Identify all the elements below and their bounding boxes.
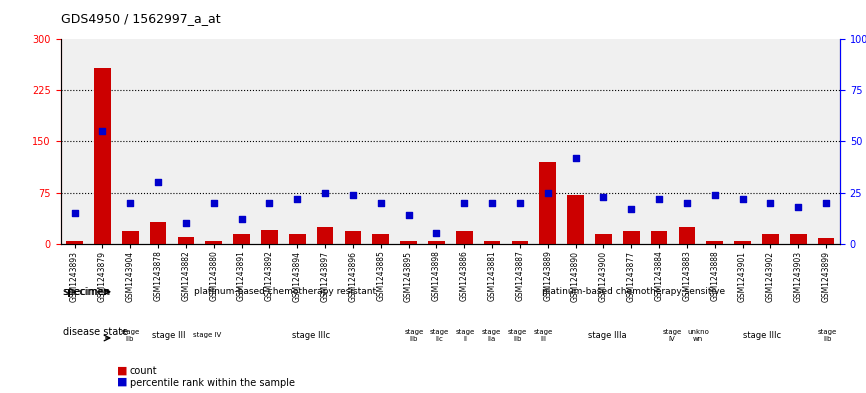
Text: GDS4950 / 1562997_a_at: GDS4950 / 1562997_a_at xyxy=(61,12,220,25)
Point xyxy=(569,155,583,161)
Point xyxy=(207,200,221,206)
Point xyxy=(179,220,193,226)
Text: disease state: disease state xyxy=(63,327,128,338)
Bar xyxy=(734,241,751,244)
Text: stage
IIa: stage IIa xyxy=(481,329,501,342)
Point xyxy=(513,200,527,206)
Bar xyxy=(94,68,111,244)
Bar xyxy=(400,241,417,244)
Text: platinum-based chemotherapy resistant: platinum-based chemotherapy resistant xyxy=(194,287,376,296)
Point xyxy=(68,210,81,216)
Point xyxy=(235,216,249,222)
Bar xyxy=(707,241,723,244)
Bar xyxy=(289,234,306,244)
Text: ■: ■ xyxy=(117,377,127,387)
Text: stage IIIc: stage IIIc xyxy=(292,331,330,340)
Text: count: count xyxy=(130,366,158,376)
Text: stage
II: stage II xyxy=(456,329,475,342)
Text: ■: ■ xyxy=(117,365,127,375)
Bar xyxy=(567,195,584,244)
Text: platinum-based chemotherapy sensitive: platinum-based chemotherapy sensitive xyxy=(542,287,725,296)
Point xyxy=(457,200,471,206)
Bar xyxy=(122,231,139,244)
Point xyxy=(597,193,611,200)
Text: stage IIIc: stage IIIc xyxy=(744,331,782,340)
Point xyxy=(374,200,388,206)
Bar xyxy=(205,241,222,244)
Point xyxy=(735,196,749,202)
Text: stage IIIa: stage IIIa xyxy=(588,331,627,340)
Bar xyxy=(150,222,166,244)
Text: stage
IIb: stage IIb xyxy=(404,329,423,342)
Text: unkno
wn: unkno wn xyxy=(687,329,709,342)
Text: specimen: specimen xyxy=(63,287,111,297)
Bar xyxy=(595,234,611,244)
Text: stage
IIb: stage IIb xyxy=(818,329,837,342)
Bar xyxy=(178,237,194,244)
Text: stage
IIb: stage IIb xyxy=(120,329,139,342)
Bar xyxy=(650,231,668,244)
Point xyxy=(346,191,360,198)
Bar xyxy=(512,241,528,244)
Bar xyxy=(233,234,250,244)
Text: stage
III: stage III xyxy=(533,329,553,342)
Point xyxy=(792,204,805,210)
Point xyxy=(290,196,304,202)
Point xyxy=(402,212,416,218)
Text: stage III: stage III xyxy=(152,331,185,340)
Text: stage IV: stage IV xyxy=(193,332,222,338)
Bar xyxy=(484,241,501,244)
Text: stage
IIc: stage IIc xyxy=(430,329,449,342)
Bar xyxy=(66,241,83,244)
Text: percentile rank within the sample: percentile rank within the sample xyxy=(130,378,295,388)
Bar xyxy=(762,234,779,244)
Bar xyxy=(372,234,389,244)
Bar xyxy=(679,227,695,244)
Point xyxy=(652,196,666,202)
Point xyxy=(485,200,499,206)
Point xyxy=(680,200,694,206)
Bar xyxy=(428,241,445,244)
Point xyxy=(819,200,833,206)
Bar xyxy=(317,227,333,244)
Bar xyxy=(818,238,835,244)
Bar xyxy=(623,231,640,244)
Text: stage
IIb: stage IIb xyxy=(507,329,527,342)
Bar xyxy=(790,234,806,244)
Bar xyxy=(345,231,361,244)
Point xyxy=(95,128,109,134)
Bar xyxy=(456,231,473,244)
Bar xyxy=(261,230,278,244)
Point xyxy=(262,200,276,206)
Point xyxy=(151,179,165,185)
Bar xyxy=(540,162,556,244)
Point xyxy=(624,206,638,212)
Point xyxy=(318,189,332,196)
Point xyxy=(708,191,721,198)
Point xyxy=(430,230,443,237)
Point xyxy=(764,200,778,206)
Text: stage
IV: stage IV xyxy=(662,329,682,342)
Point xyxy=(540,189,554,196)
Point xyxy=(123,200,137,206)
Text: specimen: specimen xyxy=(62,287,110,297)
